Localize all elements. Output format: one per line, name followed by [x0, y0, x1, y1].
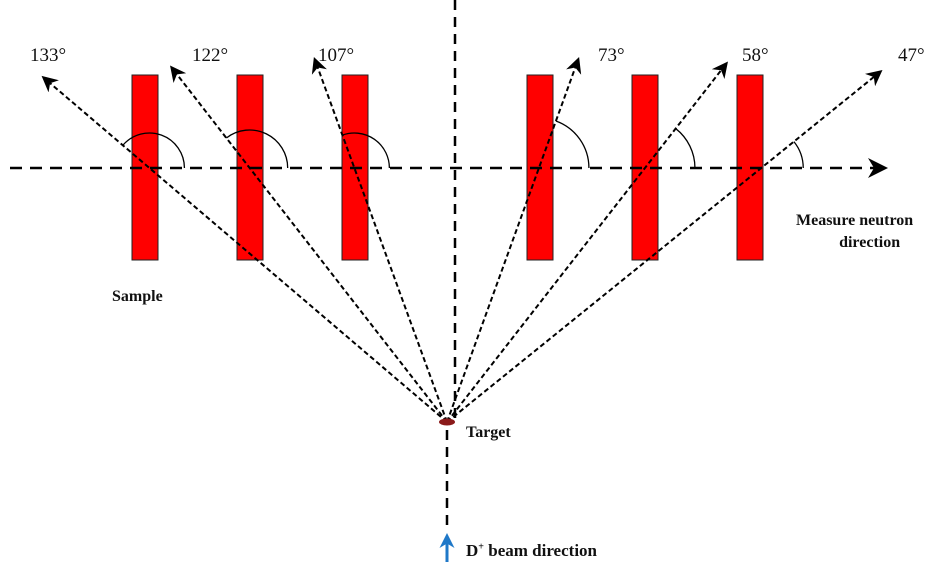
beam-label-d: D: [466, 541, 479, 560]
target-marker: [439, 418, 455, 426]
angle-arc-47: [793, 141, 804, 169]
angle-arc-107: [342, 132, 391, 169]
angle-arc-133: [122, 132, 186, 169]
neutron-ray-58: [446, 61, 728, 423]
neutron-ray-133: [41, 75, 448, 423]
angle-arc-58: [675, 128, 696, 169]
measure-label-line2: direction: [839, 234, 901, 251]
angle-label-73: 73°: [598, 45, 625, 66]
angle-label-122: 122°: [192, 45, 229, 66]
angle-label-58: 58°: [742, 45, 769, 66]
neutron-ray-73: [446, 56, 582, 423]
angle-arc-73: [555, 120, 590, 169]
angle-label-47: 47°: [898, 45, 925, 66]
angle-arc-122: [225, 129, 289, 169]
neutron-ray-107: [311, 56, 448, 423]
sample-label: Sample: [112, 288, 163, 305]
angle-label-133: 133°: [30, 45, 67, 66]
beam-label-text: beam direction: [483, 541, 597, 560]
beam-label-sup: +: [478, 541, 484, 553]
neutron-ray-122: [170, 65, 448, 423]
beam-direction-label: D+ beam direction: [466, 541, 597, 561]
measure-direction-label: Measure neutron direction: [796, 210, 913, 254]
target-label: Target: [466, 424, 511, 441]
angle-label-107: 107°: [318, 45, 355, 66]
neutron-ray-47: [446, 69, 883, 423]
measure-label-line1: Measure neutron: [796, 212, 914, 229]
